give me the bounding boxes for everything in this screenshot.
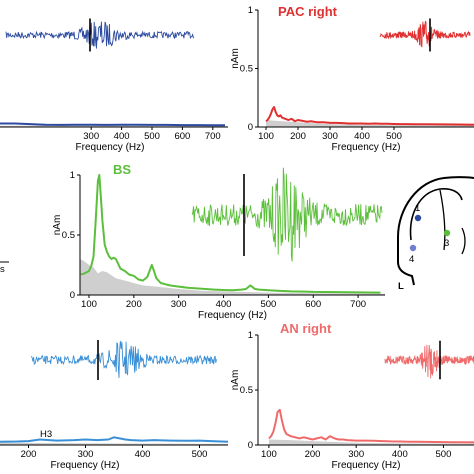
x-axis-label: Frequency (Hz) <box>198 310 267 321</box>
waveform-inset <box>5 21 195 49</box>
panel-top-left: 300 400 500 600 700 Frequency (Hz) <box>0 18 228 153</box>
source-dot-4 <box>409 244 417 252</box>
x-axis-label: Frequency (Hz) <box>76 142 145 153</box>
y-tick-label: 0.5 <box>62 230 75 241</box>
waveform-inset <box>31 340 217 378</box>
x-tick-label: 300 <box>348 449 364 460</box>
x-tick-label: 200 <box>126 299 142 310</box>
x-axis-label: Frequency (Hz) <box>51 460 120 471</box>
x-axis-label: Frequency (Hz) <box>332 460 401 471</box>
x-tick-label: 500 <box>144 131 160 142</box>
x-tick-label: 500 <box>386 131 402 142</box>
panel-bottom-left: 200 300 400 500 Frequency (Hz) <box>0 340 229 471</box>
waveform-inset <box>191 167 383 262</box>
y-tick-label: 1 <box>248 5 253 16</box>
panel-title: AN right <box>280 321 332 336</box>
x-tick-label: 600 <box>174 131 190 142</box>
panel-middle: 100 200 300 400 500 600 700 0 0.5 1 Frequency (Hz)… <box>52 162 385 321</box>
y-tick-label: 0 <box>248 440 253 451</box>
y-tick-label: 1 <box>70 170 75 181</box>
panel-top-right: 100 200 300 400 500 0 0.5 1 Frequency (Hz) nAm PAC… <box>230 4 474 153</box>
source-label-1: 1 <box>415 203 420 214</box>
source-label-4: 4 <box>409 254 414 265</box>
scale-bar-label: s <box>0 264 5 275</box>
y-tick-label: 0 <box>70 290 75 301</box>
panel-title: PAC right <box>278 4 338 19</box>
noise-floor-area <box>268 439 474 445</box>
noise-floor-area <box>80 259 385 295</box>
y-tick-label: 0.5 <box>240 385 253 396</box>
spectrum-line <box>80 174 381 294</box>
head-outline <box>397 176 474 238</box>
x-tick-label: 700 <box>205 131 221 142</box>
x-tick-label: 600 <box>305 299 321 310</box>
x-tick-label: 100 <box>81 299 97 310</box>
source-label-3: 3 <box>444 238 449 249</box>
head-jaw <box>397 237 415 286</box>
spectrum-line <box>268 408 474 444</box>
x-tick-label: 300 <box>83 131 99 142</box>
panel-title: BS <box>113 162 131 177</box>
waveform-inset <box>379 20 471 48</box>
brain-outline <box>409 188 463 241</box>
x-tick-label: 300 <box>171 299 187 310</box>
x-tick-label: 200 <box>290 131 306 142</box>
head-side-label: L <box>398 281 404 292</box>
noise-floor-area <box>0 442 228 445</box>
x-tick-label: 300 <box>78 449 94 460</box>
source-dot-1 <box>414 214 422 222</box>
brain-midline <box>439 189 446 251</box>
head-diagram: 1 3 4 L <box>397 176 474 292</box>
y-axis-label: nAm <box>52 215 63 236</box>
y-tick-label: 0.5 <box>240 64 253 75</box>
x-tick-label: 400 <box>354 131 370 142</box>
x-tick-label: 400 <box>216 299 232 310</box>
x-tick-label: 500 <box>260 299 276 310</box>
x-tick-label: 300 <box>322 131 338 142</box>
h3-label: H3 <box>40 429 52 440</box>
x-tick-label: 500 <box>436 449 452 460</box>
y-axis-label: nAm <box>230 370 241 391</box>
temporal-lobe <box>461 227 466 255</box>
x-tick-label: 400 <box>135 449 151 460</box>
panel-bottom-right: 100 200 300 400 500 0 0.5 1 Frequency (Hz) nAm AN … <box>230 321 474 471</box>
x-tick-label: 100 <box>258 131 274 142</box>
spectrum-line <box>0 122 225 127</box>
waveform-inset <box>384 344 474 379</box>
spectrum-line <box>265 106 474 126</box>
spectrum-line <box>0 436 229 443</box>
x-axis-label: Frequency (Hz) <box>332 142 401 153</box>
y-axis-label: nAm <box>230 48 241 69</box>
x-tick-label: 400 <box>114 131 130 142</box>
y-tick-label: 0 <box>248 122 253 133</box>
x-tick-label: 400 <box>392 449 408 460</box>
x-tick-label: 200 <box>305 449 321 460</box>
y-tick-label: 1 <box>248 330 253 341</box>
source-dot-3 <box>443 229 451 237</box>
x-tick-label: 200 <box>21 449 37 460</box>
x-tick-label: 700 <box>350 299 366 310</box>
x-tick-label: 100 <box>261 449 277 460</box>
x-tick-label: 500 <box>192 449 208 460</box>
